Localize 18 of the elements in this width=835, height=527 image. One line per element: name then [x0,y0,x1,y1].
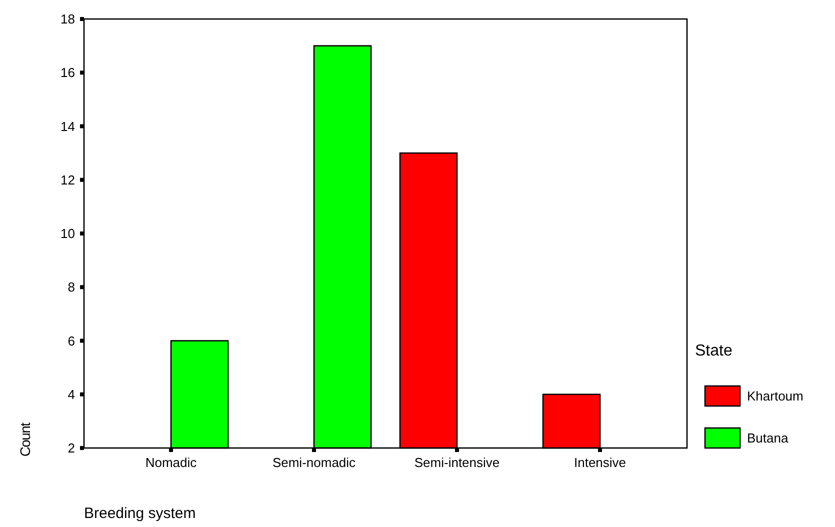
x-axis-title: Breeding system [84,505,196,522]
y-tick-label: 10 [60,226,75,242]
y-tick-label: 8 [68,280,75,295]
x-tick-label: Nomadic [145,455,198,470]
y-tick-label: 18 [60,12,75,27]
y-tick-label: 16 [60,65,75,80]
y-tick-label: 12 [60,172,75,188]
legend-label: Butana [747,430,789,446]
x-tick-label: Semi-intensive [414,455,500,470]
y-tick-label: 14 [60,118,75,134]
y-tick-label: 6 [68,333,75,348]
legend-title: State [695,342,732,360]
x-tick-label: Semi-nomadic [272,455,356,470]
x-tick-label: Intensive [574,455,626,470]
y-axis-title: Count [17,422,33,457]
y-tick-label: 2 [68,440,75,456]
legend-label: Khartoum [747,388,804,404]
y-tick-label: 4 [68,386,75,402]
